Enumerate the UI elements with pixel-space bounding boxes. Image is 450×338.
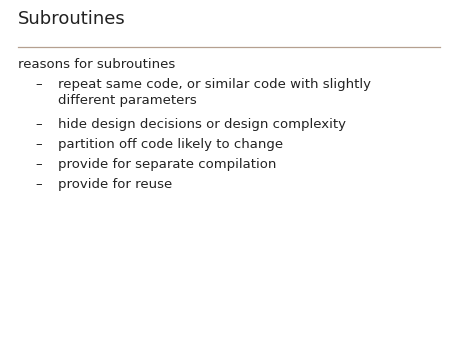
Text: –: – <box>35 138 41 151</box>
Text: hide design decisions or design complexity: hide design decisions or design complexi… <box>58 118 346 131</box>
Text: provide for reuse: provide for reuse <box>58 178 172 191</box>
Text: repeat same code, or similar code with slightly
different parameters: repeat same code, or similar code with s… <box>58 78 371 107</box>
Text: –: – <box>35 158 41 171</box>
Text: –: – <box>35 178 41 191</box>
Text: partition off code likely to change: partition off code likely to change <box>58 138 283 151</box>
Text: reasons for subroutines: reasons for subroutines <box>18 58 175 71</box>
Text: –: – <box>35 78 41 91</box>
Text: provide for separate compilation: provide for separate compilation <box>58 158 276 171</box>
Text: –: – <box>35 118 41 131</box>
Text: Subroutines: Subroutines <box>18 10 126 28</box>
